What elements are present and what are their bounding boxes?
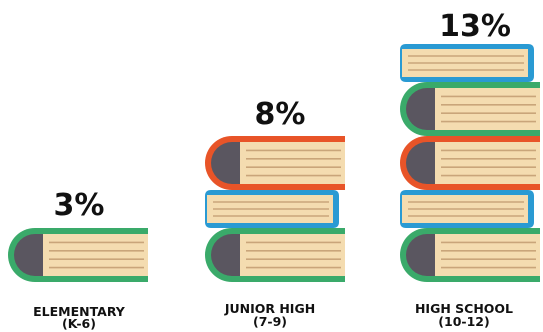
category-sublabel-junior-high: (7-9) bbox=[253, 314, 287, 329]
book-green bbox=[205, 228, 345, 282]
value-label-high-school: 13% bbox=[439, 9, 511, 44]
book-pages bbox=[240, 142, 345, 184]
book-orange bbox=[400, 136, 540, 190]
category-label-elementary: ELEMENTARY bbox=[33, 304, 126, 319]
value-label-junior-high: 8% bbox=[255, 97, 306, 132]
book-orange bbox=[205, 136, 345, 190]
category-label-junior-high: JUNIOR HIGH bbox=[224, 301, 315, 316]
bar-high-school bbox=[400, 44, 540, 282]
book-stacks bbox=[8, 44, 540, 282]
value-label-elementary: 3% bbox=[54, 188, 105, 223]
book-pages bbox=[435, 142, 540, 184]
book-green bbox=[400, 228, 540, 282]
book-blue bbox=[400, 44, 534, 82]
category-sublabel-high-school: (10-12) bbox=[438, 314, 489, 329]
book-green bbox=[400, 82, 540, 136]
book-pages bbox=[435, 234, 540, 276]
book-pages bbox=[435, 88, 540, 130]
book-blue bbox=[205, 190, 339, 228]
bar-elementary bbox=[8, 228, 148, 282]
category-sublabel-elementary: (K-6) bbox=[62, 316, 96, 331]
book-pages bbox=[43, 234, 148, 276]
bar-junior-high bbox=[205, 136, 345, 282]
book-pages bbox=[240, 234, 345, 276]
category-label-high-school: HIGH SCHOOL bbox=[415, 301, 513, 316]
book-green bbox=[8, 228, 148, 282]
book-blue bbox=[400, 190, 534, 228]
